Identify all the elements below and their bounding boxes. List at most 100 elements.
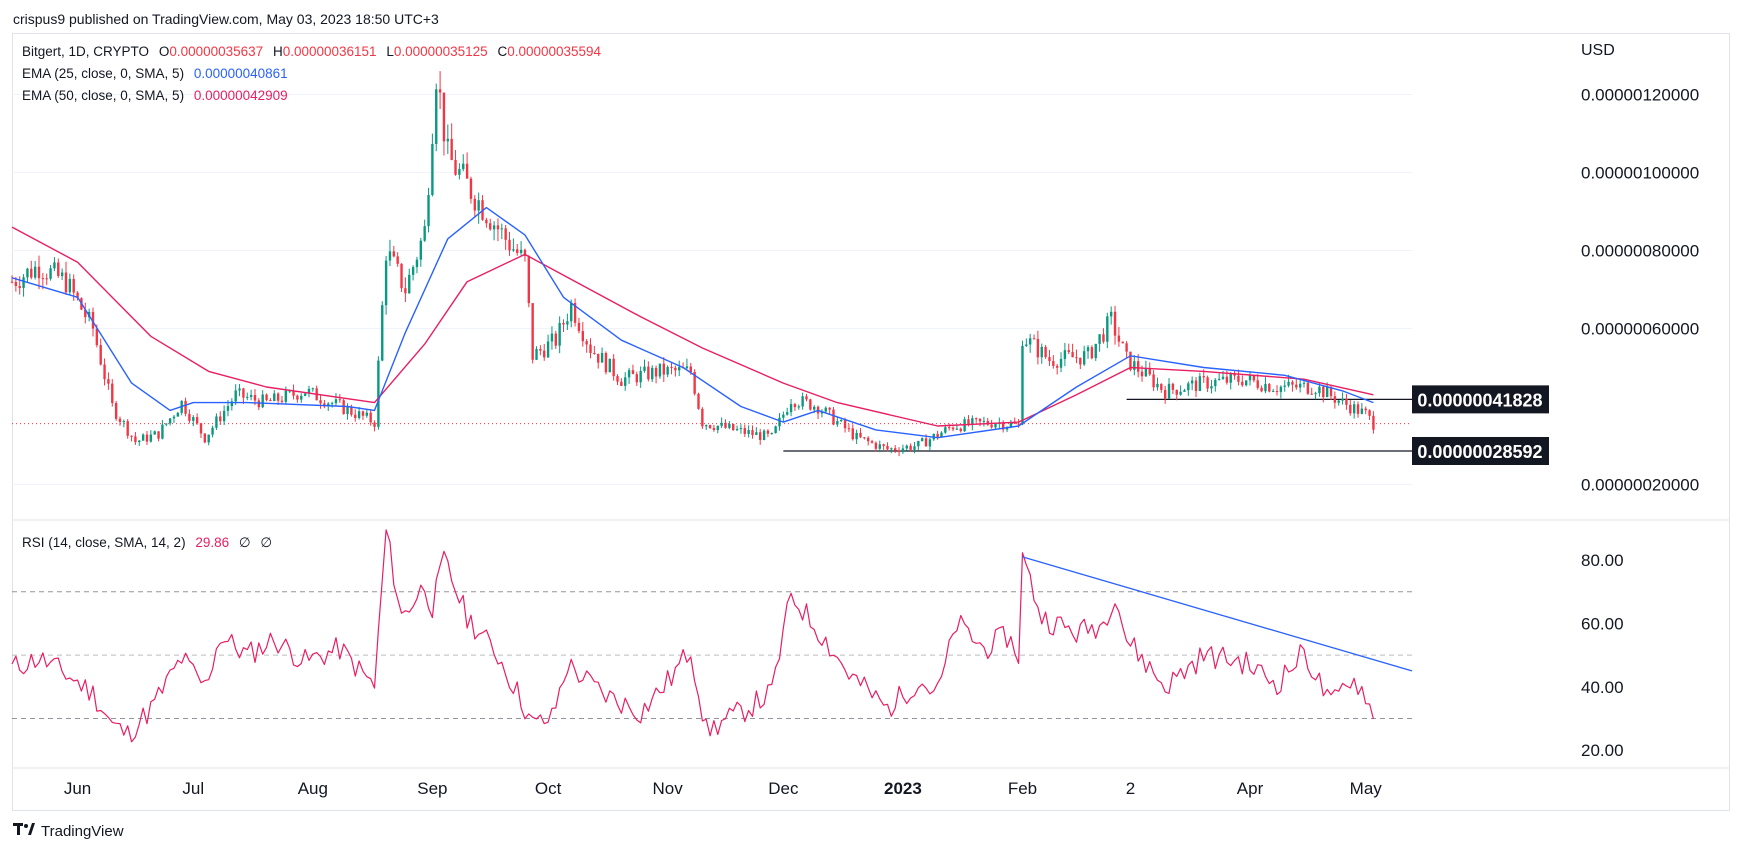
ema25-label[interactable]: EMA (25, close, 0, SMA, 5) bbox=[22, 66, 185, 81]
candle-body bbox=[369, 412, 372, 423]
candle-body bbox=[531, 303, 534, 360]
time-axis[interactable]: Jun Jul Aug Sep Oct Nov Dec 2023 Feb 2 Apr May bbox=[64, 779, 1382, 798]
candle-body bbox=[732, 423, 735, 431]
candle-body bbox=[577, 322, 581, 332]
rsi-tick-label: 80.00 bbox=[1581, 551, 1624, 570]
candle-body bbox=[246, 396, 249, 398]
candle-body bbox=[1079, 357, 1082, 365]
candle-body bbox=[165, 423, 168, 425]
candle-body bbox=[527, 256, 530, 304]
price-tick-label: 0.00000120000 bbox=[1581, 86, 1699, 105]
ema50-value: 0.00000042909 bbox=[193, 88, 288, 103]
rsi-legend[interactable]: RSI (14, close, SMA, 14, 2) 29.86 ∅ ∅ bbox=[22, 535, 272, 551]
candle-body bbox=[917, 440, 920, 447]
candle-body bbox=[1372, 415, 1375, 430]
candle-body bbox=[523, 249, 527, 257]
candle-body bbox=[176, 412, 180, 417]
footer-brand[interactable]: TradingView bbox=[13, 823, 124, 840]
candle-body bbox=[647, 366, 650, 380]
candle-body bbox=[1322, 386, 1325, 398]
candle-body bbox=[377, 360, 380, 427]
candle-body bbox=[188, 413, 191, 421]
candle-body bbox=[30, 268, 33, 278]
candle-body bbox=[1187, 383, 1190, 391]
candle-body bbox=[300, 395, 303, 400]
candle-body bbox=[947, 427, 951, 429]
candle-body bbox=[751, 430, 754, 435]
ohlc-legend[interactable]: Bitgert, 1D, CRYPTO O0.00000035637 H0.00… bbox=[22, 44, 601, 59]
candle-body bbox=[508, 239, 511, 251]
price-tick-label: 0.00000020000 bbox=[1581, 476, 1699, 495]
candle-body bbox=[134, 436, 137, 443]
candle-body bbox=[1210, 386, 1213, 389]
candle-body bbox=[863, 437, 866, 439]
candle-body bbox=[111, 383, 114, 404]
candle-body bbox=[26, 268, 29, 278]
candle-body bbox=[273, 393, 276, 402]
level-tag-label: 0.00000041828 bbox=[1417, 390, 1542, 410]
candle-body bbox=[1055, 365, 1059, 368]
rsi-axis[interactable]: 80.00 60.00 40.00 20.00 bbox=[1581, 551, 1624, 760]
candle-body bbox=[1094, 343, 1097, 359]
candle-body bbox=[1167, 383, 1171, 399]
candle-body bbox=[1183, 390, 1186, 392]
rsi-tick-label: 20.00 bbox=[1581, 741, 1624, 760]
candle-body bbox=[1345, 398, 1348, 405]
candle-body bbox=[365, 412, 369, 416]
candle-body bbox=[1233, 373, 1236, 376]
candle-body bbox=[1325, 387, 1329, 398]
candle-body bbox=[967, 419, 970, 425]
candle-body bbox=[1133, 361, 1136, 370]
candle-body bbox=[847, 428, 851, 430]
candle-body bbox=[774, 426, 777, 433]
candle-body bbox=[303, 393, 307, 396]
candle-body bbox=[1310, 393, 1313, 395]
price-candles bbox=[10, 71, 1375, 457]
high-value: 0.00000036151 bbox=[282, 44, 377, 59]
rsi-trendline[interactable] bbox=[1022, 556, 1413, 672]
candle-body bbox=[141, 434, 145, 441]
candle-body bbox=[1194, 380, 1198, 391]
candle-body bbox=[10, 281, 14, 283]
currency-label[interactable]: USD bbox=[1581, 42, 1615, 59]
candle-body bbox=[99, 345, 102, 365]
ema50-label[interactable]: EMA (50, close, 0, SMA, 5) bbox=[22, 88, 185, 103]
candle-body bbox=[1337, 400, 1340, 403]
ema50-legend[interactable]: EMA (50, close, 0, SMA, 5) 0.00000042909 bbox=[22, 88, 288, 103]
symbol-label[interactable]: Bitgert, 1D, CRYPTO bbox=[22, 44, 150, 59]
price-tick-label: 0.00000060000 bbox=[1581, 320, 1699, 339]
candle-body bbox=[739, 428, 743, 430]
candle-body bbox=[284, 390, 288, 402]
candle-body bbox=[431, 143, 434, 196]
candle-body bbox=[878, 444, 881, 449]
candle-body bbox=[1244, 380, 1248, 386]
price-axis[interactable]: 0.00000120000 0.00000100000 0.00000080000 0… bbox=[1412, 86, 1699, 495]
candle-body bbox=[550, 333, 554, 342]
rsi-label[interactable]: RSI (14, close, SMA, 14, 2) bbox=[22, 535, 186, 550]
candle-body bbox=[496, 225, 500, 230]
candle-body bbox=[809, 399, 812, 410]
candle-body bbox=[153, 431, 156, 435]
candle-body bbox=[1140, 371, 1144, 377]
candle-body bbox=[1071, 352, 1074, 358]
candle-body bbox=[84, 309, 87, 318]
candle-body bbox=[905, 445, 908, 449]
candle-body bbox=[1298, 383, 1302, 388]
candle-body bbox=[64, 272, 68, 293]
candle-body bbox=[1067, 350, 1070, 353]
close-value: 0.00000035594 bbox=[507, 44, 602, 59]
ema25-legend[interactable]: EMA (25, close, 0, SMA, 5) 0.00000040861 bbox=[22, 66, 288, 81]
candle-body bbox=[1271, 391, 1275, 393]
candle-body bbox=[778, 417, 781, 427]
candle-body bbox=[473, 198, 477, 211]
candle-body bbox=[1356, 404, 1360, 414]
candle-body bbox=[712, 428, 716, 431]
candle-body bbox=[982, 420, 986, 422]
candle-body bbox=[1121, 341, 1124, 344]
candle-body bbox=[1160, 383, 1163, 390]
price-gridlines bbox=[12, 94, 1412, 485]
candle-body bbox=[57, 262, 60, 277]
candle-body bbox=[1117, 335, 1121, 342]
candle-body bbox=[759, 432, 762, 440]
